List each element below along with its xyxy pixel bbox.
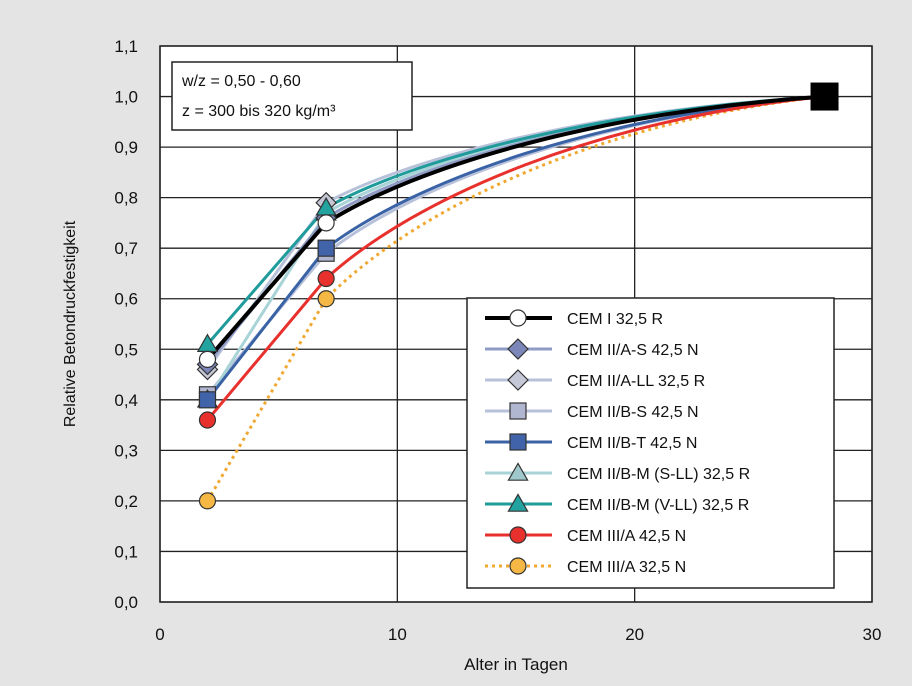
x-tick-labels: 0 10 20 30: [155, 625, 881, 644]
legend-label: CEM II/B-T 42,5 N: [567, 435, 697, 452]
data-point: [198, 492, 217, 510]
legend-label: CEM II/A-LL 32,5 R: [567, 373, 705, 390]
x-tick-label: 10: [388, 625, 407, 644]
y-tick-label: 0,4: [114, 391, 138, 410]
data-point: [317, 214, 335, 232]
data-point: [198, 350, 217, 368]
series-line: [206, 95, 825, 421]
y-tick-label: 1,0: [114, 88, 138, 107]
y-tick-label: 0,2: [114, 492, 138, 511]
legend-marker: [509, 433, 527, 451]
data-point: [317, 290, 335, 308]
legend-marker: [507, 369, 529, 391]
data-point: [317, 269, 335, 288]
annotation-line-1: w/z = 0,50 - 0,60: [181, 73, 301, 90]
y-tick-label: 0,7: [114, 239, 138, 258]
series-markers: [196, 82, 839, 510]
data-point: [198, 391, 217, 409]
legend: CEM I 32,5 R CEM II/A-S 42,5 N CEM II/A-LL…: [466, 297, 835, 589]
y-tick-label: 0,9: [114, 138, 138, 157]
legend-label: CEM I 32,5 R: [567, 311, 663, 328]
legend-entry: CEM II/B-S 42,5 N: [485, 402, 699, 421]
legend-entry: CEM II/A-S 42,5 N: [485, 338, 699, 360]
legend-entry: CEM II/B-M (V-LL) 32,5 R: [485, 493, 749, 514]
y-tick-label: 0,1: [114, 542, 138, 561]
y-tick-label: 0,5: [114, 340, 138, 359]
legend-entry: CEM II/A-LL 32,5 R: [485, 369, 705, 391]
y-axis-label: Relative Betondruckfestigkeit: [62, 220, 79, 427]
legend-marker: [507, 493, 529, 512]
legend-marker: [509, 557, 527, 575]
y-tick-label: 1,1: [114, 37, 138, 56]
legend-entry: CEM III/A 42,5 N: [485, 526, 686, 545]
legend-entry: CEM I 32,5 R: [485, 309, 663, 328]
x-axis-label: Alter in Tagen: [464, 655, 568, 674]
legend-marker: [507, 462, 529, 481]
legend-label: CEM II/B-M (S-LL) 32,5 R: [567, 466, 750, 483]
annotation-line-2: z = 300 bis 320 kg/m³: [182, 103, 336, 120]
data-point: [198, 411, 217, 429]
legend-label: CEM II/A-S 42,5 N: [567, 342, 699, 359]
legend-marker: [509, 526, 527, 544]
legend-entry: CEM II/B-M (S-LL) 32,5 R: [485, 462, 750, 483]
legend-label: CEM III/A 42,5 N: [567, 528, 686, 545]
legend-marker: [509, 309, 527, 327]
legend-label: CEM III/A 32,5 N: [567, 559, 686, 576]
legend-marker: [509, 402, 527, 420]
y-tick-labels: 0,0 0,1 0,2 0,3 0,4 0,5 0,6 0,7 0,8 0,9 1,0 1,1: [114, 37, 138, 612]
series-line: [205, 94, 825, 361]
data-point: [317, 239, 335, 257]
endpoint-marker: [810, 82, 839, 111]
y-tick-label: 0,6: [114, 290, 138, 309]
annotation-box: w/z = 0,50 - 0,60 z = 300 bis 320 kg/m³: [171, 61, 413, 131]
x-tick-label: 0: [155, 625, 164, 644]
series-lines: [205, 94, 825, 502]
legend-entry: CEM II/B-T 42,5 N: [485, 433, 697, 452]
y-tick-label: 0,3: [114, 441, 138, 460]
x-tick-label: 20: [625, 625, 644, 644]
legend-label: CEM II/B-S 42,5 N: [567, 404, 699, 421]
legend-label: CEM II/B-M (V-LL) 32,5 R: [567, 497, 749, 514]
x-tick-label: 30: [863, 625, 882, 644]
y-tick-label: 0,0: [114, 593, 138, 612]
y-tick-label: 0,8: [114, 189, 138, 208]
legend-marker: [507, 338, 529, 360]
legend-entry: CEM III/A 32,5 N: [485, 557, 686, 576]
